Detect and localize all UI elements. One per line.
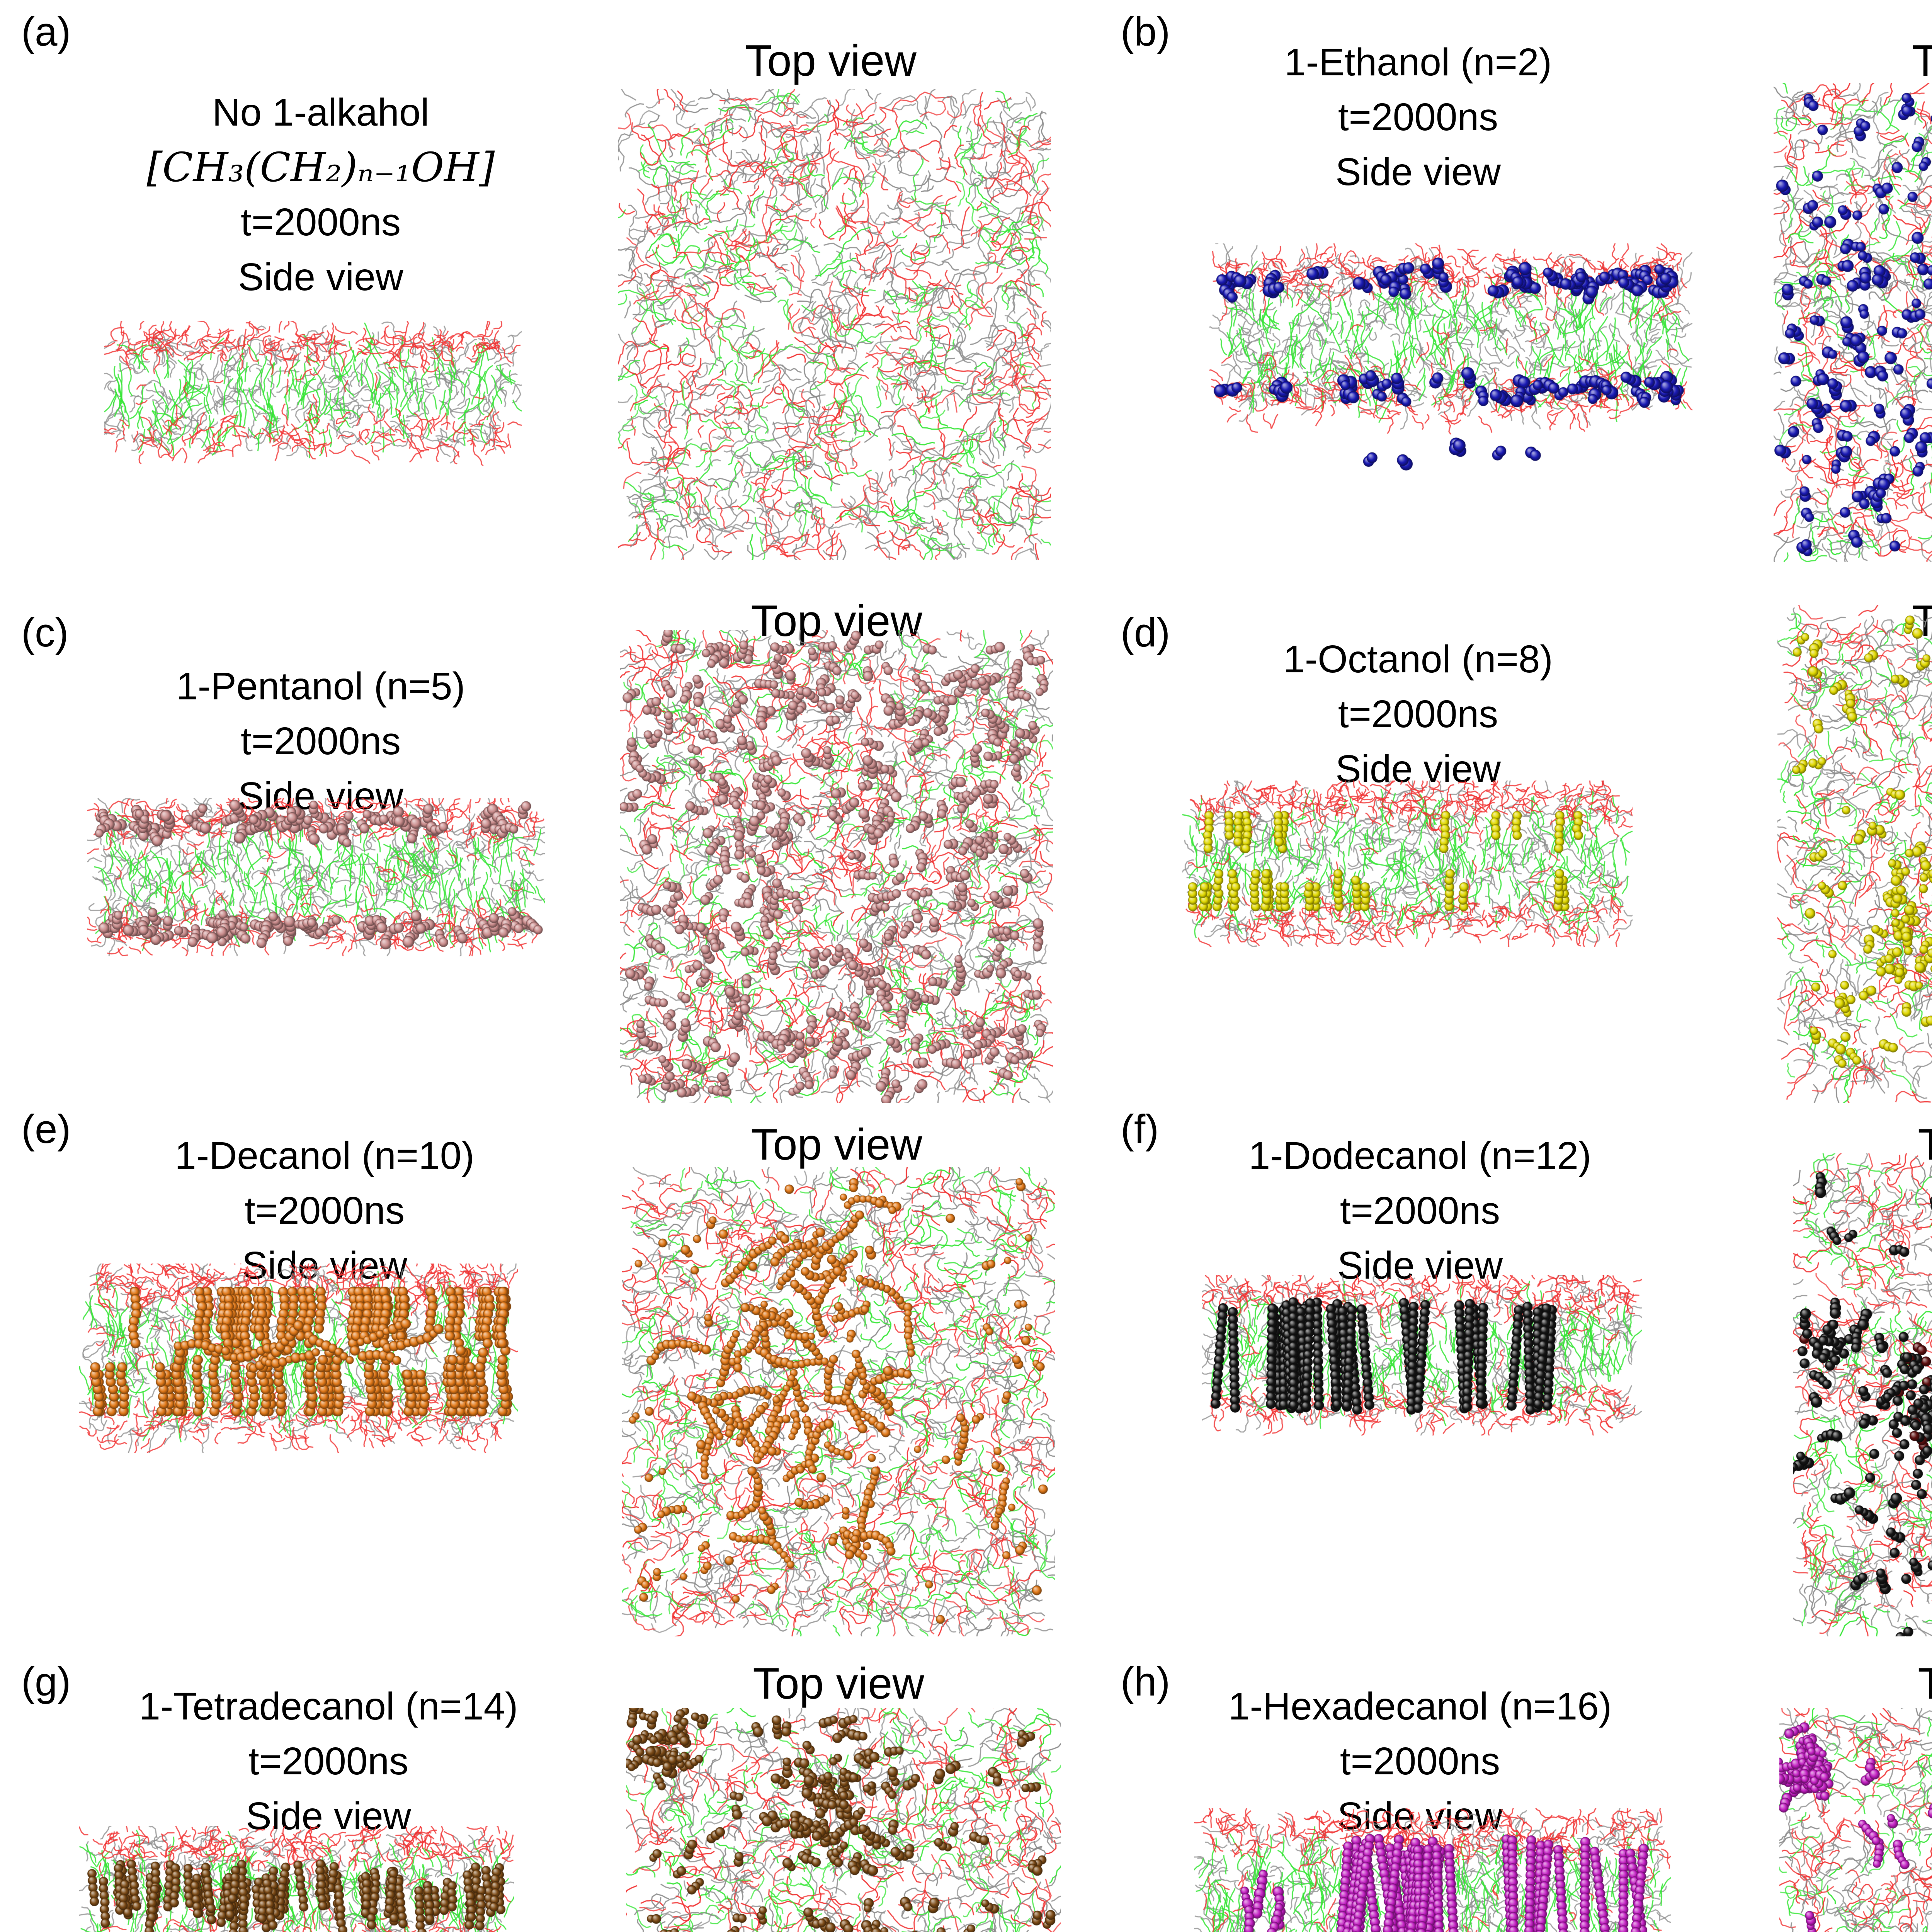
panel-title: 1-Tetradecanol (n=14) t=2000ns Side view — [112, 1679, 545, 1844]
panel-letter: (b) — [1121, 9, 1170, 54]
top-view-rendering — [1777, 605, 1932, 1103]
top-view-rendering — [618, 89, 1051, 560]
top-view-rendering — [620, 630, 1053, 1103]
top-view-rendering — [1774, 83, 1932, 562]
side-view-rendering — [1209, 243, 1692, 471]
title-line: t=2000ns — [240, 201, 401, 244]
title-line: t=2000ns — [244, 1189, 405, 1232]
title-line: 1-Ethanol (n=2) — [1284, 41, 1552, 84]
title-line: t=2000ns — [1340, 1740, 1500, 1783]
top-view-label: Top view — [1918, 1659, 1932, 1708]
title-line: 1-Dodecanol (n=12) — [1248, 1134, 1592, 1177]
side-view-rendering — [79, 1826, 514, 1932]
panel-letter: (e) — [21, 1107, 71, 1152]
panel-title: 1-Octanol (n=8) t=2000ns Side view — [1225, 632, 1611, 796]
title-line: t=2000ns — [248, 1740, 409, 1783]
panel-letter: (h) — [1121, 1659, 1170, 1704]
title-line: 1-Decanol (n=10) — [175, 1134, 474, 1177]
panel-title: 1-Dodecanol (n=12) t=2000ns Side view — [1225, 1128, 1615, 1293]
panel-letter: (c) — [21, 610, 69, 655]
top-view-rendering — [1793, 1153, 1932, 1636]
panel-letter: (a) — [21, 9, 71, 54]
top-view-label: Top view — [751, 1120, 922, 1169]
title-line: 1-Octanol (n=8) — [1283, 638, 1553, 681]
panel-title: 1-Pentanol (n=5) t=2000ns Side view — [128, 659, 514, 823]
title-line: t=2000ns — [1338, 95, 1498, 139]
panel-title: 1-Decanol (n=10) t=2000ns Side view — [131, 1128, 518, 1293]
top-view-rendering — [1779, 1708, 1932, 1932]
side-view-rendering — [1182, 781, 1633, 947]
panel-letter: (g) — [21, 1659, 71, 1704]
top-view-label: Top view — [1912, 36, 1932, 85]
title-line: t=2000ns — [1338, 692, 1498, 736]
chemical-formula: [CH₃(CH₂)ₙ₋₁OH] — [146, 144, 495, 191]
side-view-rendering — [1202, 1275, 1642, 1435]
panel-title: 1-Ethanol (n=2) t=2000ns Side view — [1225, 35, 1611, 199]
panel-letter: (f) — [1121, 1107, 1159, 1152]
title-line: t=2000ns — [240, 719, 401, 763]
title-line: t=2000ns — [1340, 1189, 1500, 1232]
side-view-rendering — [1194, 1808, 1671, 1932]
top-view-rendering — [622, 1167, 1055, 1636]
side-view-rendering — [79, 1264, 518, 1453]
side-view-rendering — [104, 321, 522, 466]
title-line: 1-Hexadecanol (n=16) — [1228, 1685, 1612, 1728]
top-view-label: Top view — [753, 1659, 924, 1708]
panel-title: No 1-alkahol [CH₃(CH₂)ₙ₋₁OH] t=2000ns Si… — [128, 85, 514, 304]
top-view-label: Top view — [745, 36, 917, 85]
title-line: No 1-alkahol — [212, 91, 429, 134]
title-line: 1-Tetradecanol (n=14) — [139, 1685, 518, 1728]
side-view-rendering — [87, 798, 545, 956]
title-line: Side view — [238, 255, 403, 299]
title-line: Side view — [1335, 150, 1501, 194]
title-line: 1-Pentanol (n=5) — [176, 665, 465, 708]
panel-letter: (d) — [1121, 610, 1170, 655]
top-view-rendering — [626, 1708, 1061, 1932]
